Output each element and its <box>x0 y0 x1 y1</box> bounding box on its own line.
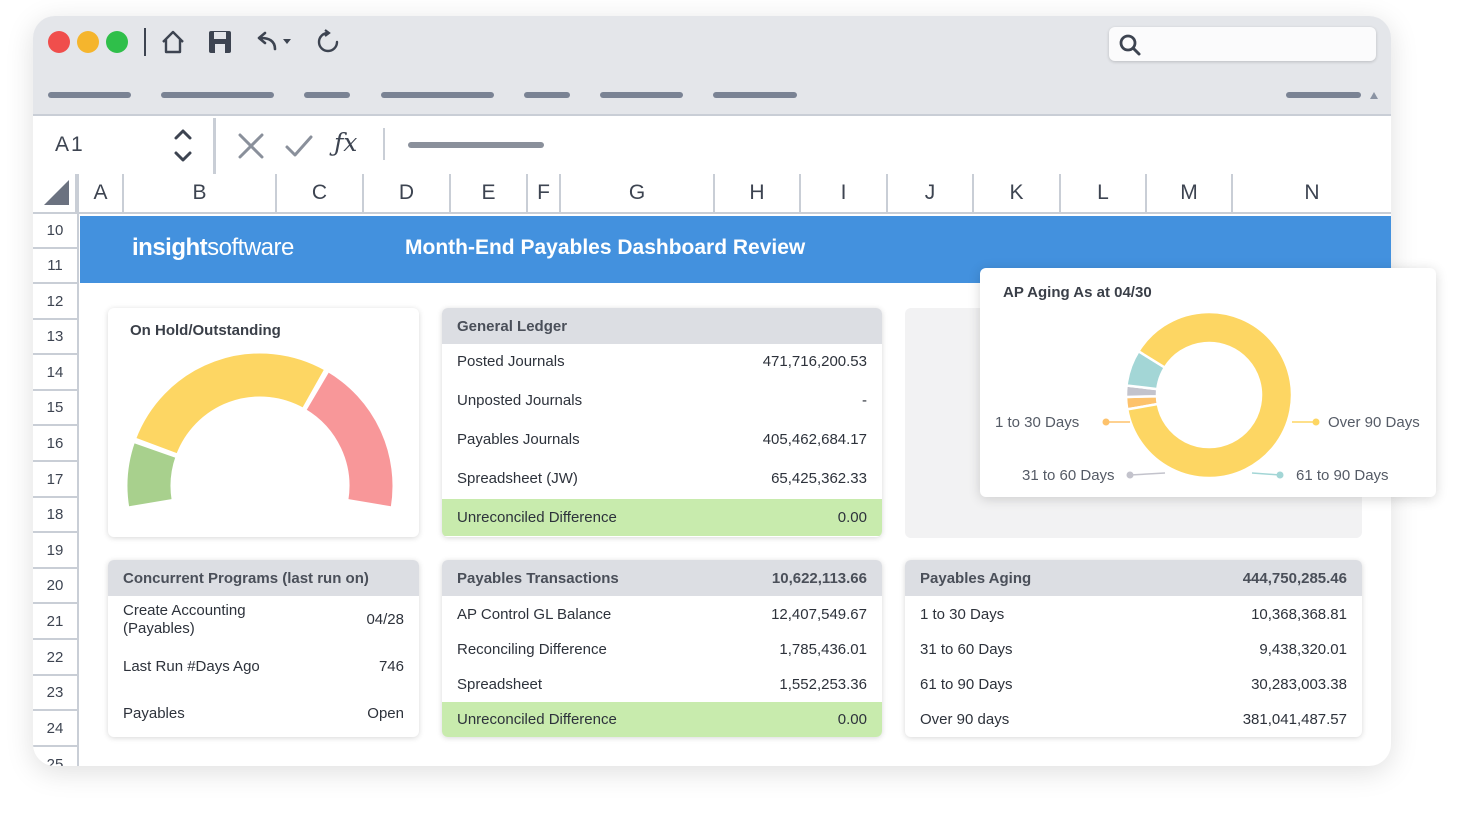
row-header[interactable]: 24 <box>33 712 77 747</box>
unreconciled-row: Unreconciled Difference 0.00 <box>442 702 882 737</box>
insert-function-button[interactable]: ƒx <box>334 128 358 157</box>
menu-item-4[interactable] <box>381 92 494 98</box>
undo-icon[interactable] <box>253 26 297 58</box>
leader-dot <box>1102 418 1110 426</box>
row-header[interactable]: 17 <box>33 463 77 498</box>
toolbar-separator <box>144 28 146 56</box>
row-header[interactable]: 25 <box>46 756 64 766</box>
slice-label: 61 to 90 Days <box>1296 467 1389 484</box>
table-header: Payables Transactions 10,622,113.66 <box>442 560 882 596</box>
donut-slice <box>1125 310 1294 480</box>
payables-aging-card: Payables Aging 444,750,285.46 1 to 30 Day… <box>905 560 1362 737</box>
home-icon[interactable] <box>159 26 187 58</box>
name-box[interactable]: A1 <box>55 133 85 156</box>
leader-line <box>1251 472 1281 476</box>
formula-separator-2 <box>383 128 385 160</box>
close-icon[interactable] <box>236 131 266 161</box>
leader-dot <box>1312 418 1320 426</box>
column-headers: A B C D E F G H I J K L M N <box>33 174 1391 214</box>
row-header[interactable]: 14 <box>33 356 77 391</box>
formula-separator <box>213 118 216 174</box>
unreconciled-row: Unreconciled Difference 0.00 <box>442 499 882 536</box>
minimize-window-button[interactable] <box>77 31 99 53</box>
title-bar <box>33 16 1391 114</box>
menu-item-7[interactable] <box>713 92 797 98</box>
row-header[interactable]: 23 <box>33 676 77 711</box>
row-header[interactable]: 11 <box>33 249 77 284</box>
column-header[interactable]: L <box>1059 174 1145 212</box>
column-header[interactable]: M <box>1145 174 1231 212</box>
row-header[interactable]: 18 <box>33 498 77 533</box>
card-title: On Hold/Outstanding <box>130 322 281 339</box>
slice-label: 1 to 30 Days <box>995 414 1080 431</box>
on-hold-card: On Hold/Outstanding <box>108 308 419 537</box>
table-header: General Ledger <box>442 308 882 344</box>
dashboard-title: Month-End Payables Dashboard Review <box>405 236 806 259</box>
leader-line <box>1129 472 1166 476</box>
row-header[interactable]: 16 <box>33 427 77 462</box>
menu-item-5[interactable] <box>524 92 570 98</box>
column-header[interactable]: H <box>713 174 799 212</box>
table-header: Concurrent Programs (last run on) <box>108 560 419 596</box>
row-header[interactable]: 15 <box>33 391 77 426</box>
column-header[interactable]: J <box>886 174 972 212</box>
payables-transactions-card: Payables Transactions 10,622,113.66 AP Co… <box>442 560 882 737</box>
collapse-ribbon-icon[interactable] <box>1369 91 1379 100</box>
chart-title: AP Aging As at 04/30 <box>1003 284 1152 301</box>
company-logo: insightsoftware <box>132 234 294 261</box>
menu-item-1[interactable] <box>48 92 131 98</box>
column-header[interactable]: G <box>559 174 713 212</box>
column-header[interactable]: A <box>77 174 122 212</box>
row-header[interactable]: 19 <box>33 534 77 569</box>
row-header[interactable]: 10 <box>33 214 77 249</box>
maximize-window-button[interactable] <box>106 31 128 53</box>
row-header[interactable]: 22 <box>33 641 77 676</box>
column-header[interactable]: N <box>1231 174 1391 212</box>
name-box-stepper-icon[interactable] <box>173 128 193 164</box>
slice-label: 31 to 60 Days <box>1022 467 1115 484</box>
gauge-chart <box>124 350 396 510</box>
save-icon[interactable] <box>206 26 234 58</box>
gauge-segment-red <box>302 368 396 510</box>
donut-chart <box>1102 310 1320 480</box>
general-ledger-card: General Ledger Posted Journals 471,716,20… <box>442 308 882 537</box>
column-header[interactable]: B <box>122 174 275 212</box>
close-window-button[interactable] <box>48 31 70 53</box>
select-all-corner[interactable] <box>33 174 77 212</box>
slice-label: Over 90 Days <box>1328 414 1420 431</box>
row-header[interactable]: 13 <box>33 320 77 355</box>
row-header[interactable]: 12 <box>33 285 77 320</box>
formula-bar: A1 ƒx <box>33 114 1391 178</box>
leader-dot <box>1126 471 1134 479</box>
column-header[interactable]: C <box>275 174 362 212</box>
leader-dot <box>1276 471 1284 479</box>
search-input[interactable] <box>1109 27 1376 61</box>
check-icon[interactable] <box>284 132 314 160</box>
column-header[interactable]: K <box>972 174 1059 212</box>
column-header[interactable]: E <box>449 174 526 212</box>
row-header[interactable]: 21 <box>33 605 77 640</box>
formula-input[interactable] <box>408 142 544 148</box>
ap-aging-popup: AP Aging As at 04/30 1 to 30 Days 31 to … <box>980 268 1436 497</box>
row-headers: 10 11 12 13 14 15 16 17 18 19 20 21 22 2… <box>33 214 79 766</box>
refresh-icon[interactable] <box>314 26 342 58</box>
gauge-segment-yellow <box>132 350 328 458</box>
spreadsheet-window: A1 ƒx A B C D E F G H I J K L M N 10 <box>33 16 1391 766</box>
menu-item-2[interactable] <box>161 92 274 98</box>
table-header: Payables Aging 444,750,285.46 <box>905 560 1362 596</box>
search-icon <box>1119 34 1141 56</box>
menu-item-3[interactable] <box>304 92 350 98</box>
gauge-segment-green <box>124 439 179 510</box>
menu-item-right[interactable] <box>1286 92 1361 98</box>
concurrent-programs-card: Concurrent Programs (last run on) Create… <box>108 560 419 737</box>
menu-item-6[interactable] <box>600 92 683 98</box>
column-header[interactable]: D <box>362 174 449 212</box>
row-header[interactable]: 20 <box>33 569 77 604</box>
column-header[interactable]: F <box>526 174 559 212</box>
column-header[interactable]: I <box>799 174 886 212</box>
